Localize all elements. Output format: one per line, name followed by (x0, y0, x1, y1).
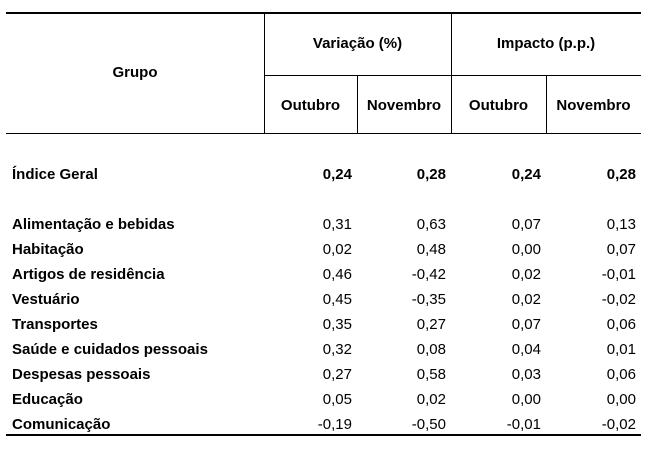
row-value: 0,03 (511, 366, 541, 383)
row-value: 0,24 (511, 166, 541, 183)
col-divider-variation (357, 75, 358, 134)
row-value: 0,00 (511, 391, 541, 408)
impact-oct-header: Outubro (468, 97, 529, 114)
group-header: Grupo (112, 64, 158, 81)
row-value: 0,28 (606, 166, 636, 183)
header-mid-rule (264, 75, 641, 76)
row-value: -0,01 (601, 266, 636, 283)
row-label: Transportes (12, 316, 98, 333)
variation-oct-header: Outubro (280, 97, 341, 114)
top-border (6, 12, 641, 14)
row-value: 0,07 (606, 241, 636, 258)
row-value: 0,08 (416, 341, 446, 358)
row-value: -0,42 (411, 266, 446, 283)
col-divider-group (264, 12, 265, 134)
impact-nov-header: Novembro (556, 97, 631, 114)
row-value: -0,19 (317, 416, 352, 433)
row-value: 0,24 (322, 166, 352, 183)
header-bottom-rule (6, 133, 641, 134)
row-value: 0,58 (416, 366, 446, 383)
row-value: 0,13 (606, 216, 636, 233)
row-value: 0,48 (416, 241, 446, 258)
row-value: 0,01 (606, 341, 636, 358)
row-value: 0,04 (511, 341, 541, 358)
row-value: -0,01 (506, 416, 541, 433)
row-value: 0,46 (322, 266, 352, 283)
row-value: 0,27 (416, 316, 446, 333)
row-value: 0,07 (511, 316, 541, 333)
row-value: -0,02 (601, 291, 636, 308)
col-divider-impact-sub (546, 75, 547, 134)
row-label: Saúde e cuidados pessoais (12, 341, 208, 358)
row-label: Vestuário (12, 291, 80, 308)
price-index-table: Grupo Variação (%) Impacto (p.p.) Outubr… (6, 12, 641, 436)
row-value: 0,02 (322, 241, 352, 258)
row-label: Índice Geral (12, 166, 98, 183)
row-value: 0,28 (416, 166, 446, 183)
row-value: 0,35 (322, 316, 352, 333)
row-value: -0,35 (411, 291, 446, 308)
row-value: 0,27 (322, 366, 352, 383)
row-label: Habitação (12, 241, 84, 258)
row-value: -0,50 (411, 416, 446, 433)
row-label: Despesas pessoais (12, 366, 151, 383)
row-value: 0,32 (322, 341, 352, 358)
row-value: 0,05 (322, 391, 352, 408)
row-label: Educação (12, 391, 83, 408)
row-value: 0,31 (322, 216, 352, 233)
row-label: Alimentação e bebidas (12, 216, 175, 233)
row-value: 0,00 (511, 241, 541, 258)
impact-header: Impacto (p.p.) (496, 35, 596, 52)
row-value: 0,06 (606, 316, 636, 333)
row-value: 0,07 (511, 216, 541, 233)
row-value: -0,02 (601, 416, 636, 433)
row-value: 0,45 (322, 291, 352, 308)
row-value: 0,06 (606, 366, 636, 383)
col-divider-impact (451, 12, 452, 134)
row-value: 0,63 (416, 216, 446, 233)
row-value: 0,02 (511, 266, 541, 283)
variation-nov-header: Novembro (366, 97, 442, 114)
bottom-border (6, 434, 641, 436)
row-value: 0,02 (416, 391, 446, 408)
variation-header: Variação (%) (312, 35, 403, 52)
row-value: 0,00 (606, 391, 636, 408)
row-value: 0,02 (511, 291, 541, 308)
row-label: Comunicação (12, 416, 111, 433)
row-label: Artigos de residência (12, 266, 165, 283)
